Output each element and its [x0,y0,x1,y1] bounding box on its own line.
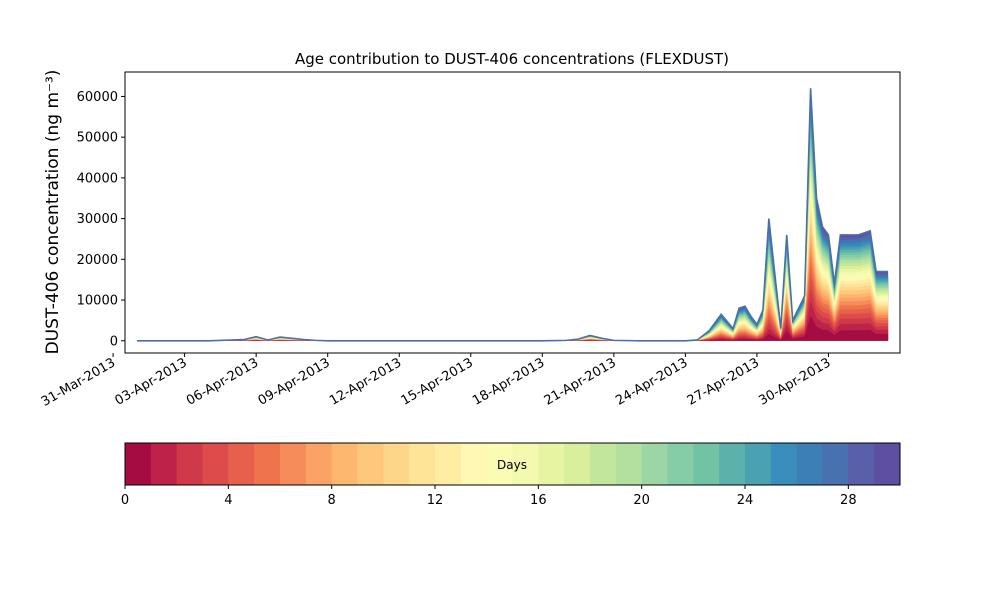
x-tick-label: 21-Apr-2013 [542,355,619,408]
colorbar-segment [305,443,333,485]
colorbar-segment [796,443,823,485]
x-tick-label: 30-Apr-2013 [756,355,833,408]
x-tick-label: 24-Apr-2013 [613,355,690,408]
colorbar-segment [409,443,436,485]
chart-title: Age contribution to DUST-406 concentrati… [295,50,729,68]
plot-frame [124,71,901,354]
y-tick-label: 60000 [77,90,118,105]
colorbar-segment [564,443,591,485]
colorbar-segment [538,443,565,485]
colorbar-segment [150,443,178,485]
colorbar-segment [202,443,229,485]
x-tick-label: 31-Mar-2013 [39,355,118,409]
colorbar-segment [615,443,643,485]
colorbar-segment [486,443,513,485]
y-tick-label: 30000 [77,212,118,227]
x-tick-label: 15-Apr-2013 [399,355,476,408]
colorbar-segment [848,443,875,485]
colorbar-segment [383,443,410,485]
colorbar-tick-label: 8 [328,493,336,508]
colorbar-segment [719,443,746,485]
colorbar-segment [331,443,358,485]
colorbar-segment [745,443,772,485]
colorbar-segment [125,443,152,485]
colorbar-frame [124,442,901,486]
colorbar-segment [254,443,281,485]
colorbar-segment [667,443,694,485]
colorbar-segment [176,443,203,485]
colorbar: Days 0 4 8 12 16 20 24 28 [121,442,901,508]
total-concentration-line [136,88,889,342]
x-tick-label: 03-Apr-2013 [112,355,189,408]
colorbar-tick-label: 12 [427,493,444,508]
colorbar-label: Days [497,458,527,472]
colorbar-segment [822,443,849,485]
y-axis-label: DUST-406 concentration (ng m⁻³) [43,70,63,355]
colorbar-segment [357,443,384,485]
colorbar-segment [280,443,307,485]
y-tick-label: 20000 [77,253,118,268]
x-tick-label: 12-Apr-2013 [327,355,404,408]
colorbar-segment [693,443,720,485]
colorbar-tick-label: 0 [121,493,129,508]
age-layer-0-1d [136,315,889,341]
x-tick-label: 06-Apr-2013 [184,355,261,408]
x-tick-label: 18-Apr-2013 [470,355,547,408]
colorbar-segment [435,443,462,485]
y-tick-label: 0 [110,334,118,349]
y-tick-label: 40000 [77,171,118,186]
colorbar-tick-label: 28 [840,493,857,508]
x-tick-label: 27-Apr-2013 [685,355,762,408]
colorbar-segment [228,443,255,485]
colorbar-segment [460,443,488,485]
colorbar-tick-label: 24 [737,493,754,508]
x-tick-label: 09-Apr-2013 [256,355,333,408]
colorbar-segment [641,443,668,485]
y-tick-label: 50000 [77,131,118,146]
y-tick-label: 10000 [77,294,118,309]
colorbar-tick-label: 4 [224,493,232,508]
colorbar-segment [512,443,539,485]
plot-area [136,88,889,342]
colorbar-segment [590,443,617,485]
colorbar-segment [874,443,901,485]
colorbar-tick-label: 16 [530,493,547,508]
colorbar-segment [770,443,798,485]
colorbar-tick-label: 20 [633,493,650,508]
